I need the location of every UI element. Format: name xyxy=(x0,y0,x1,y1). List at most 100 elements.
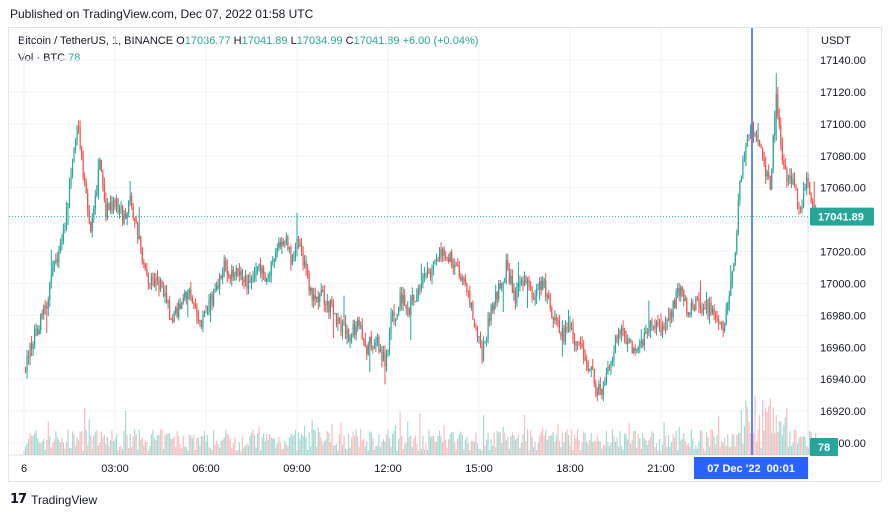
volume-bar xyxy=(575,438,577,455)
volume-bar xyxy=(798,437,800,455)
tradingview-footer[interactable]: 17 TradingView xyxy=(10,492,97,507)
volume-bar xyxy=(135,433,137,455)
volume-bar xyxy=(376,445,378,455)
volume-bar xyxy=(347,434,350,455)
candle-body xyxy=(540,281,542,291)
candle-body xyxy=(115,198,118,207)
candle-body xyxy=(50,275,52,283)
candle-body xyxy=(806,177,808,189)
candle-body xyxy=(561,327,564,337)
candle-body xyxy=(587,364,589,371)
candle-body xyxy=(328,301,330,313)
volume-bar xyxy=(680,440,682,455)
volume-bar xyxy=(202,436,204,455)
candle-body xyxy=(809,181,811,194)
candle-body xyxy=(634,348,636,351)
volume-bar xyxy=(745,400,747,455)
volume-bar xyxy=(786,407,788,455)
candle-body xyxy=(795,185,797,190)
candle-body xyxy=(648,330,650,333)
candle-body xyxy=(291,257,294,265)
volume-bar xyxy=(624,433,626,455)
volume-bar xyxy=(369,431,371,455)
volume-bar xyxy=(763,430,765,455)
candle-body xyxy=(728,295,730,304)
candle-body xyxy=(88,210,90,222)
volume-bar xyxy=(508,448,510,455)
candle-body xyxy=(59,244,61,252)
candle-body xyxy=(643,332,645,346)
candle-body xyxy=(422,276,424,286)
candle-body xyxy=(325,304,327,306)
candle-body xyxy=(278,242,280,249)
candle-body xyxy=(417,289,419,296)
candle-body xyxy=(743,159,746,161)
candle-body xyxy=(181,302,183,310)
candle-body xyxy=(807,177,809,182)
volume-bar xyxy=(455,449,457,455)
candle-body xyxy=(630,339,632,342)
volume-bar xyxy=(564,432,567,455)
candle-body xyxy=(211,294,213,306)
volume-bar xyxy=(410,435,412,455)
candle-body xyxy=(605,373,607,383)
candle-body xyxy=(707,299,709,317)
candle-body xyxy=(393,312,395,322)
candle-body xyxy=(67,202,69,209)
candle-body xyxy=(173,312,175,323)
candle-body xyxy=(153,279,156,287)
candle-body xyxy=(103,187,105,200)
volume-bar xyxy=(419,413,421,455)
candle-body xyxy=(426,268,429,276)
candle-body xyxy=(46,306,48,309)
candle-body xyxy=(701,308,703,313)
volume-bar xyxy=(699,430,702,455)
candle-body xyxy=(548,295,550,299)
price-tick-label: 17120.00 xyxy=(820,87,866,99)
volume-bar xyxy=(683,432,685,455)
candle-body xyxy=(314,294,316,299)
candle-body xyxy=(705,299,708,310)
volume-bar xyxy=(467,443,469,455)
candle-body xyxy=(128,201,130,214)
candle-body xyxy=(470,302,473,307)
candle-body xyxy=(360,325,362,327)
candle-body xyxy=(674,300,676,308)
candle-body xyxy=(526,280,529,283)
volume-bar xyxy=(702,448,705,455)
volume-bar xyxy=(689,446,691,455)
candle-body xyxy=(81,147,83,157)
volume-bar xyxy=(67,429,69,455)
volume-bar xyxy=(134,429,136,455)
candle-body xyxy=(84,176,86,183)
volume-bar xyxy=(281,449,283,455)
candle-body xyxy=(482,342,485,360)
candle-body xyxy=(108,203,110,210)
volume-bar xyxy=(613,436,615,455)
volume-bar xyxy=(87,445,89,455)
volume-bar xyxy=(429,437,432,455)
volume-bar xyxy=(338,434,341,455)
candle-body xyxy=(687,312,689,316)
candle-body xyxy=(79,127,81,148)
candle-body xyxy=(576,341,579,343)
candle-body xyxy=(147,274,149,284)
volume-bar xyxy=(220,440,222,455)
volume-bar xyxy=(53,439,55,455)
candle-body xyxy=(766,172,768,177)
candle-body xyxy=(357,319,359,327)
candle-body xyxy=(294,248,297,255)
candle-body xyxy=(102,170,104,188)
candle-body xyxy=(118,208,121,213)
candle-body xyxy=(334,312,336,314)
candle-body xyxy=(379,349,382,352)
volume-bar xyxy=(30,435,33,455)
candle-body xyxy=(296,238,298,249)
currency-label: USDT xyxy=(821,35,851,47)
candle-body xyxy=(367,343,369,355)
volume-bar xyxy=(693,449,695,455)
volume-bar xyxy=(153,438,156,455)
volume-bar xyxy=(279,442,281,455)
volume-bar xyxy=(105,444,107,455)
